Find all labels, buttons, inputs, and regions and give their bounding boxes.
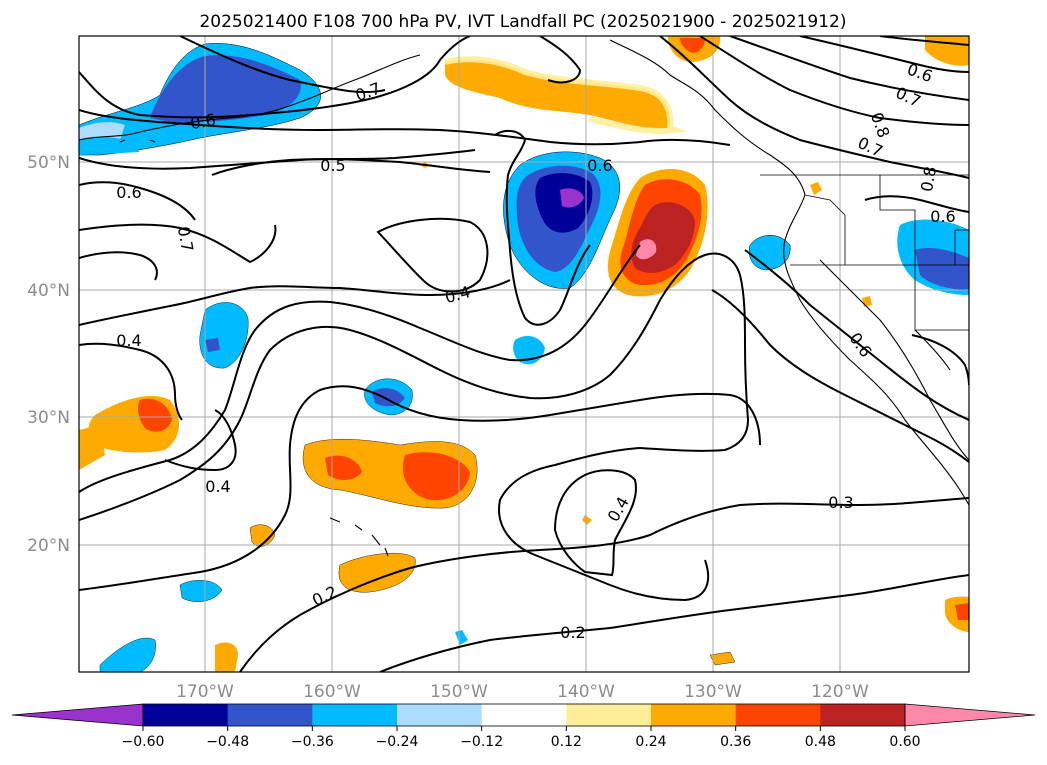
colorbar-tick-label: −0.24: [376, 734, 419, 750]
coastlines: [79, 39, 969, 557]
latitude-labels: 50°N 40°N 30°N 20°N: [27, 153, 70, 556]
political-borders: [760, 174, 969, 331]
contour-label: 0.4: [116, 331, 141, 350]
lon-label-140w: 140°W: [557, 682, 615, 702]
colorbar-tick-label: 0.24: [635, 734, 666, 750]
contour-label: 0.2: [560, 623, 585, 642]
lon-label-160w: 160°W: [303, 682, 361, 702]
shaded-fields: [79, 36, 969, 672]
lat-label-50n: 50°N: [27, 153, 70, 173]
contour-label: 0.6: [930, 207, 955, 226]
colorbar-segment: [481, 704, 567, 726]
colorbar-segment: [651, 704, 737, 726]
lat-label-40n: 40°N: [27, 281, 70, 301]
plot-frame: [78, 35, 970, 673]
colorbar-tick-label: −0.12: [460, 734, 503, 750]
colorbar-tick-label: 0.48: [805, 734, 836, 750]
contour-label: 0.6: [587, 156, 612, 175]
contour-label: 0.6: [189, 110, 217, 133]
lon-label-150w: 150°W: [430, 682, 488, 702]
colorbar-segment: [312, 704, 398, 726]
colorbar-extend-min: [11, 703, 144, 727]
map-title: 2025021400 F108 700 hPa PV, IVT Landfall…: [199, 12, 846, 32]
contour-label: 0.7: [174, 225, 197, 253]
longitude-labels: 170°W 160°W 150°W 140°W 130°W 120°W: [176, 682, 869, 702]
colorbar-tick-label: −0.60: [122, 734, 165, 750]
plot-area: 0.6 0.7 0.5 0.6 0.6 0.7 0.6 0.7 0.8 0.7 …: [79, 36, 969, 672]
lon-label-120w: 120°W: [811, 682, 869, 702]
contour-label: 0.6: [116, 183, 141, 202]
contour-label: 0.5: [320, 156, 345, 175]
contour-label: 0.3: [828, 493, 853, 512]
colorbar-tick-label: 0.36: [720, 734, 751, 750]
contour-label: 0.8: [917, 165, 940, 193]
colorbar-segment: [566, 704, 652, 726]
colorbar-tick-label: 0.12: [551, 734, 582, 750]
colorbar-segment: [735, 704, 821, 726]
pos-field-gulf-alaska: [445, 59, 671, 129]
colorbar-extend-max: [904, 703, 1036, 727]
colorbar-segment: [820, 704, 906, 726]
lat-label-30n: 30°N: [27, 408, 70, 428]
lon-label-130w: 130°W: [684, 682, 742, 702]
colorbar-tick-label: −0.48: [206, 734, 249, 750]
colorbar-segment: [143, 704, 229, 726]
colorbar: [11, 703, 1036, 727]
colorbar-segment: [397, 704, 483, 726]
colorbar-tick-label: −0.36: [291, 734, 334, 750]
colorbar-segment: [227, 704, 313, 726]
pv-contours: [79, 36, 969, 672]
colorbar-ticks: −0.60 −0.48 −0.36 −0.24 −0.12 0.12 0.24 0.36 0.4…: [122, 726, 921, 750]
gridlines: [79, 36, 969, 672]
colorbar-tick-label: 0.60: [889, 734, 920, 750]
contour-label: 0.4: [205, 477, 230, 496]
colorbar-frame: [142, 703, 906, 727]
lon-label-170w: 170°W: [176, 682, 234, 702]
lat-label-20n: 20°N: [27, 536, 70, 556]
